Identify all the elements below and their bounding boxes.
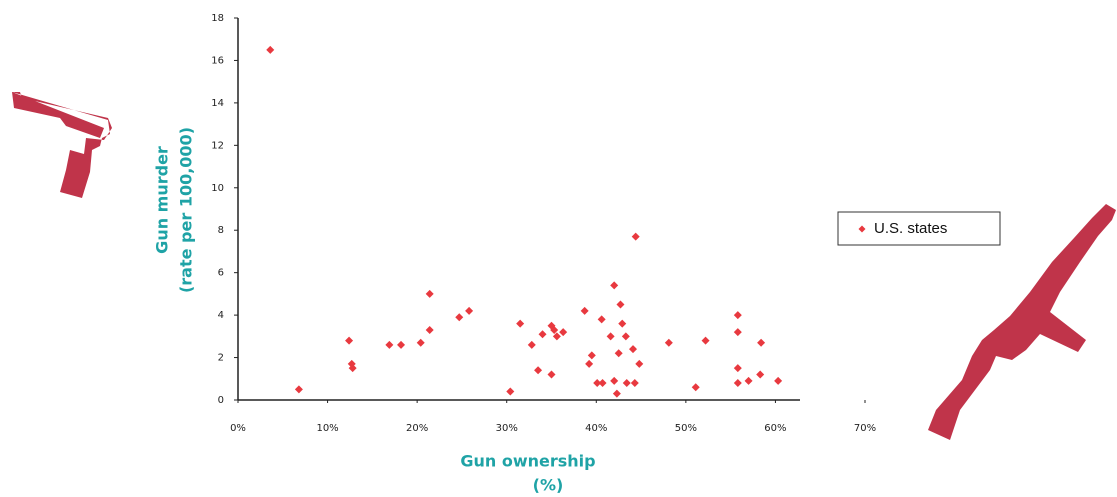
y-tick-label: 12 [211,140,224,151]
point [585,359,594,368]
y-axis-label: (rate per 100,000) [177,127,196,293]
y-tick-label: 8 [218,225,224,236]
point [597,315,606,324]
x-axis-label: Gun ownership [460,452,595,471]
legend-marker [858,225,866,233]
point [416,338,425,347]
point [701,336,710,345]
point [425,289,434,298]
point [733,364,742,373]
point [744,376,753,385]
x-tick-label: 70% [854,423,876,434]
point [455,313,464,322]
point [757,338,766,347]
x-tick-label: 50% [675,423,697,434]
point [618,319,627,328]
point [606,332,615,341]
point [552,332,561,341]
point [635,359,644,368]
point [534,366,543,375]
y-tick-label: 2 [218,353,224,364]
y-tick-label: 6 [218,268,224,279]
y-tick-label: 0 [218,395,224,406]
x-tick-label: 60% [764,423,786,434]
x-tick-label: 20% [406,423,428,434]
point [580,306,589,315]
point [629,345,638,354]
point [348,364,357,373]
rifle-icon [928,204,1116,440]
point [425,325,434,334]
point [664,338,673,347]
point [294,385,303,394]
point [266,45,275,54]
x-axis-label: (%) [533,476,564,495]
x-tick-label: 0% [230,423,246,434]
point [733,328,742,337]
y-tick-label: 10 [211,183,224,194]
legend-label: U.S. states [874,220,947,237]
point [621,332,630,341]
x-tick-label: 40% [585,423,607,434]
y-tick-label: 18 [211,13,224,24]
point [733,311,742,320]
pistol-icon [12,92,112,198]
y-axis-label: Gun murder [153,146,172,254]
x-tick-label: 30% [496,423,518,434]
point [345,336,354,345]
point [550,325,559,334]
point [506,387,515,396]
point [527,340,536,349]
point [610,376,619,385]
point [614,349,623,358]
point [465,306,474,315]
point [756,370,765,379]
point [538,330,547,339]
point [691,383,700,392]
point [385,340,394,349]
point [774,376,783,385]
y-tick-label: 16 [211,55,224,66]
y-tick-label: 14 [211,98,224,109]
point [616,300,625,309]
point [587,351,596,360]
point [598,379,607,388]
point [397,340,406,349]
point [547,370,556,379]
point [593,379,602,388]
y-tick-label: 4 [218,310,224,321]
point [733,379,742,388]
x-tick-label: 10% [316,423,338,434]
point [610,281,619,290]
point [622,379,631,388]
point [559,328,568,337]
point [631,232,640,241]
point [630,379,639,388]
point [516,319,525,328]
point [612,389,621,398]
